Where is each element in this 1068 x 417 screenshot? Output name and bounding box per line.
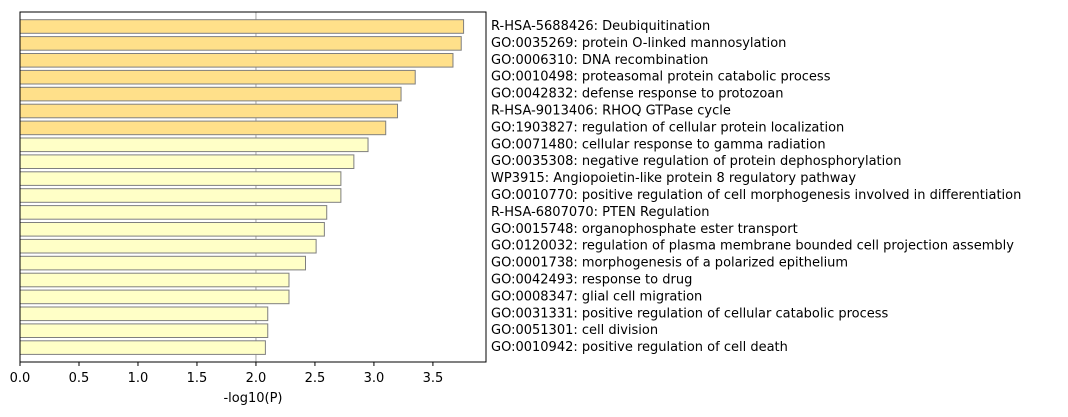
bar bbox=[19, 323, 269, 338]
term-label: GO:0010498: proteasomal protein cataboli… bbox=[491, 70, 831, 85]
term-label: GO:0006310: DNA recombination bbox=[491, 53, 708, 68]
term-label: GO:0008347: glial cell migration bbox=[491, 289, 702, 304]
bar bbox=[19, 19, 465, 34]
term-label: GO:0001738: morphogenesis of a polarized… bbox=[491, 256, 848, 271]
bar bbox=[19, 188, 342, 203]
term-label: GO:0015748: organophosphate ester transp… bbox=[491, 222, 798, 237]
term-label: GO:0035269: protein O-linked mannosylati… bbox=[491, 36, 786, 51]
bar bbox=[19, 306, 269, 322]
term-label: GO:0042832: defense response to protozoa… bbox=[491, 87, 784, 102]
term-label: R-HSA-9013406: RHOQ GTPase cycle bbox=[491, 104, 731, 119]
bar bbox=[19, 120, 387, 136]
term-label: GO:0031331: positive regulation of cellu… bbox=[491, 306, 889, 321]
term-label: GO:0042493: response to drug bbox=[491, 273, 692, 288]
x-tick-label: 3.5 bbox=[423, 371, 444, 386]
bar bbox=[19, 289, 290, 305]
bar bbox=[19, 86, 402, 102]
x-axis-label: -log10(P) bbox=[223, 391, 282, 406]
term-label: GO:0120032: regulation of plasma membran… bbox=[491, 239, 1014, 254]
plot-frame bbox=[19, 11, 487, 363]
bar bbox=[19, 154, 355, 169]
bar bbox=[19, 272, 290, 288]
x-tick-label: 3.0 bbox=[364, 371, 385, 386]
x-tick-label: 1.0 bbox=[128, 371, 149, 386]
bar bbox=[19, 103, 399, 119]
x-tick-label: 1.5 bbox=[187, 371, 208, 386]
bar bbox=[19, 222, 325, 237]
bar bbox=[19, 205, 328, 220]
x-tick-label: 2.5 bbox=[305, 371, 326, 386]
bar bbox=[19, 255, 306, 271]
term-label: WP3915: Angiopoietin-like protein 8 regu… bbox=[491, 171, 856, 186]
bars-layer bbox=[19, 19, 465, 355]
bar bbox=[19, 36, 462, 51]
x-tick-label: 0.5 bbox=[69, 371, 90, 386]
term-label: GO:0071480: cellular response to gamma r… bbox=[491, 137, 826, 152]
term-label: GO:1903827: regulation of cellular prote… bbox=[491, 120, 844, 135]
bar bbox=[19, 53, 454, 68]
term-label: GO:0051301: cell division bbox=[491, 323, 658, 338]
bar bbox=[19, 340, 266, 355]
term-label: GO:0010942: positive regulation of cell … bbox=[491, 340, 788, 355]
term-label: R-HSA-5688426: Deubiquitination bbox=[491, 19, 710, 34]
term-label: R-HSA-6807070: PTEN Regulation bbox=[491, 205, 709, 220]
term-label: GO:0035308: negative regulation of prote… bbox=[491, 154, 901, 169]
term-labels: R-HSA-5688426: Deubiquitination GO:003526… bbox=[491, 19, 1021, 355]
bar bbox=[19, 137, 369, 153]
bar bbox=[19, 69, 416, 85]
x-tick-label: 0.0 bbox=[10, 371, 31, 386]
x-tick-label: 2.0 bbox=[246, 371, 267, 386]
term-label: GO:0010770: positive regulation of cell … bbox=[491, 188, 1021, 203]
bar bbox=[19, 238, 317, 254]
bar bbox=[19, 171, 342, 186]
x-axis-ticks: 0.0 0.5 1.0 1.5 2.0 2.5 3.0 3.5 bbox=[10, 362, 444, 386]
